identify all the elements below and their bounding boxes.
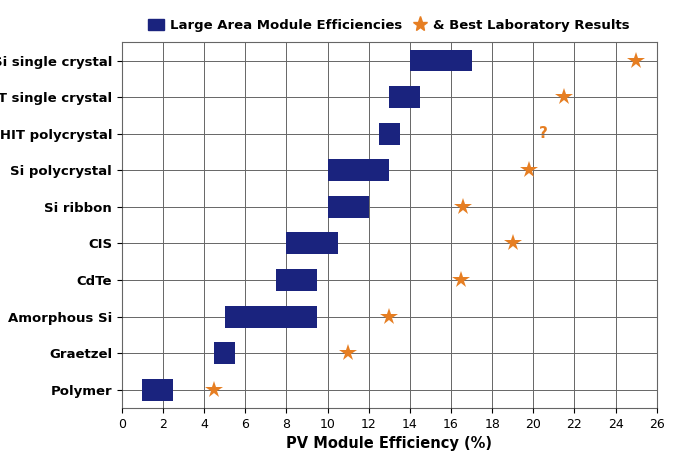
Bar [328,196,369,218]
X-axis label: PV Module Efficiency (%): PV Module Efficiency (%) [286,436,492,451]
Legend: Large Area Module Efficiencies, & Best Laboratory Results: Large Area Module Efficiencies, & Best L… [148,19,630,32]
Bar [142,379,173,401]
Bar [410,50,472,71]
Bar [379,123,399,144]
Bar [225,306,318,327]
Bar [276,269,318,291]
Bar [389,86,420,108]
Bar [328,159,389,181]
Text: ?: ? [539,126,548,141]
Bar [286,233,338,254]
Bar [215,342,235,364]
